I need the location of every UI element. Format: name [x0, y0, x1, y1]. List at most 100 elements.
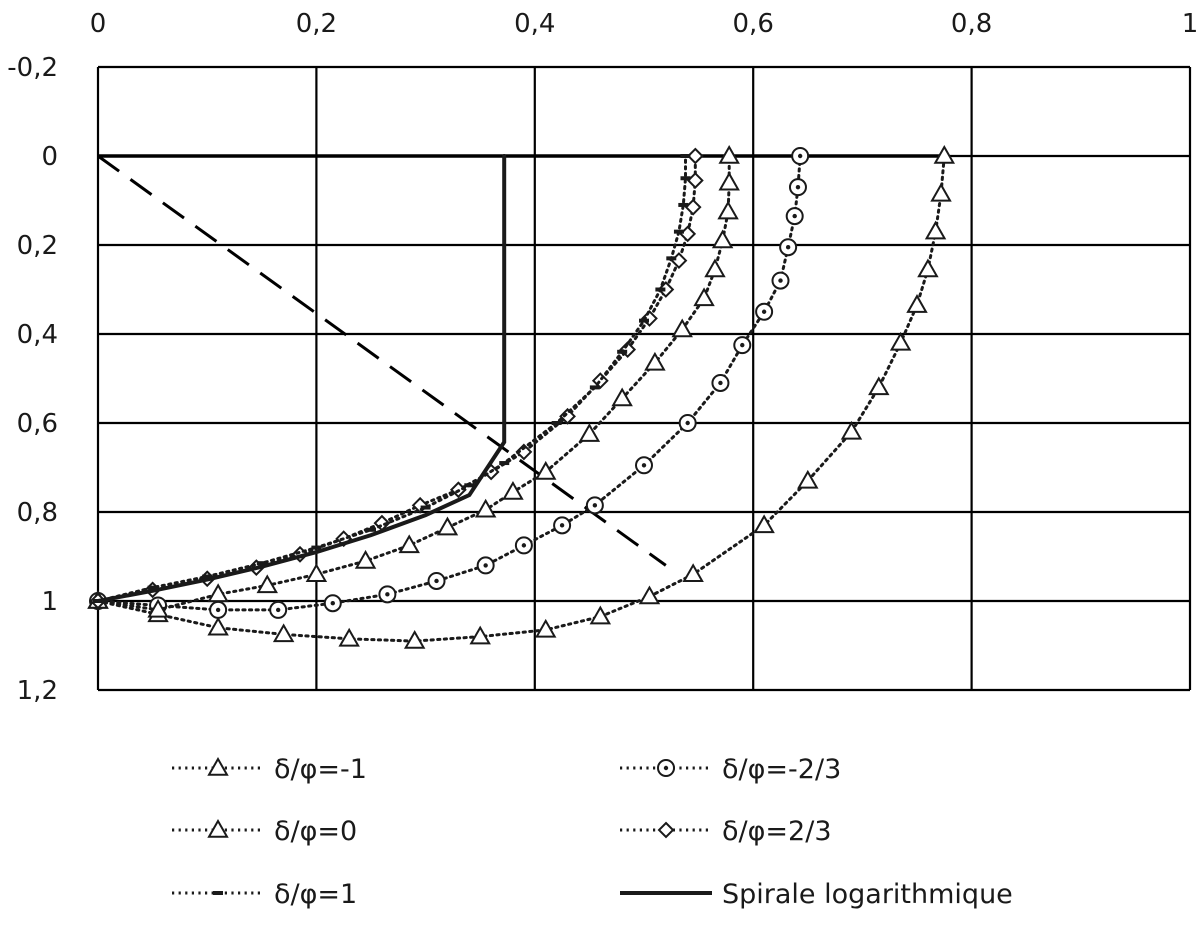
series-line [96, 154, 946, 643]
triangle-marker [718, 144, 740, 164]
circle-marker [791, 147, 810, 165]
circle-marker-dot [778, 278, 783, 283]
triangle-marker [207, 583, 229, 603]
circle-marker [733, 336, 752, 355]
series-4 [93, 154, 691, 603]
circle-marker [553, 516, 572, 535]
legend: δ/φ=-1 δ/φ=-2/3 δ/φ=0 δ/φ=2/3 δ/φ=1 Spirale l… [172, 754, 1013, 910]
triangle-marker [718, 171, 740, 191]
triangle-marker [502, 480, 524, 500]
triangle-marker [682, 563, 704, 583]
triangle-marker [272, 623, 295, 643]
data-series [87, 144, 956, 649]
triangle-marker [578, 423, 601, 442]
triangle-marker [930, 182, 952, 202]
y-tick-label: 1,2 [17, 676, 58, 706]
triangle-marker [917, 258, 939, 278]
triangle-marker [717, 200, 739, 220]
circle-marker-dot [785, 245, 791, 250]
legend-label: δ/φ=1 [274, 879, 357, 910]
triangle-marker [398, 534, 420, 554]
dash-marker [366, 527, 376, 532]
x-tick-label: 0,2 [296, 9, 337, 39]
triangle-marker [474, 498, 497, 518]
legend-item: δ/φ=0 [172, 816, 357, 847]
triangle-marker [611, 387, 633, 407]
triangle-marker [753, 514, 775, 534]
circle-marker [678, 414, 697, 432]
circle-marker-dot [521, 543, 527, 548]
circle-marker [378, 585, 397, 604]
triangle-marker [906, 294, 928, 313]
triangle-marker [207, 756, 229, 776]
legend-label: Spirale logarithmique [722, 879, 1013, 910]
circle-marker [785, 207, 804, 226]
circle-marker-dot [330, 601, 335, 606]
triangle-marker [644, 351, 666, 371]
circle-marker-dot [385, 592, 390, 597]
circle-marker [711, 373, 730, 392]
diamond-marker [684, 198, 702, 216]
circle-marker-dot [718, 380, 723, 386]
dash-marker [499, 461, 510, 466]
circle-marker-dot [592, 503, 598, 508]
circle-marker-dot [795, 184, 801, 190]
triangle-marker [704, 258, 726, 278]
triangle-marker [403, 630, 426, 649]
y-tick-label: 0,4 [17, 320, 58, 350]
triangle-marker [693, 287, 715, 307]
triangle-marker [436, 516, 459, 536]
y-tick-label: -0,2 [7, 53, 58, 83]
triangle-marker [840, 420, 863, 440]
circle-marker-dot [761, 309, 767, 314]
triangle-marker [924, 220, 947, 240]
legend-item: Spirale logarithmique [620, 879, 1013, 910]
diamond-marker [657, 821, 675, 839]
triangle-marker [868, 376, 890, 396]
dash-marker [680, 176, 691, 181]
triangle-marker [797, 469, 819, 489]
legend-item: δ/φ=1 [172, 879, 357, 910]
triangle-marker [534, 618, 557, 638]
circle-marker-dot [483, 563, 488, 568]
triangle-marker [207, 818, 229, 838]
series-5 [96, 154, 507, 603]
circle-marker [209, 600, 228, 619]
triangle-marker [889, 331, 912, 351]
dash-marker [420, 505, 431, 510]
triangle-marker [354, 549, 377, 569]
dash-marker [673, 229, 684, 234]
series-1 [89, 147, 810, 619]
x-tick-label: 1 [1182, 9, 1199, 39]
circle-marker [476, 556, 495, 575]
y-tick-label: 1 [41, 587, 58, 617]
legend-label: δ/φ=0 [274, 816, 357, 847]
triangle-marker [638, 585, 661, 605]
legend-label: δ/φ=-2/3 [722, 754, 841, 785]
dash-marker [551, 421, 562, 425]
circle-marker-dot [275, 607, 281, 613]
series-line [96, 154, 507, 603]
circle-marker-dot [641, 463, 647, 468]
legend-label: δ/φ=-1 [274, 754, 367, 785]
series-line [96, 154, 802, 612]
circle-marker-dot [434, 578, 439, 584]
dashed-reference-line [97, 154, 667, 567]
dash-marker [678, 202, 689, 207]
circle-marker [635, 456, 653, 475]
dash-marker [311, 545, 322, 550]
dash-marker [202, 574, 213, 579]
circle-marker [657, 759, 675, 777]
triangle-marker [338, 627, 360, 647]
circle-marker [269, 600, 288, 619]
dash-marker [655, 287, 666, 292]
diamond-marker [670, 252, 688, 269]
dash-marker [666, 256, 677, 261]
legend-item: δ/φ=2/3 [620, 816, 832, 847]
circle-marker [585, 496, 604, 515]
x-tick-label: 0,8 [951, 9, 992, 39]
reference-lines [97, 154, 945, 567]
circle-marker-dot [792, 213, 797, 219]
